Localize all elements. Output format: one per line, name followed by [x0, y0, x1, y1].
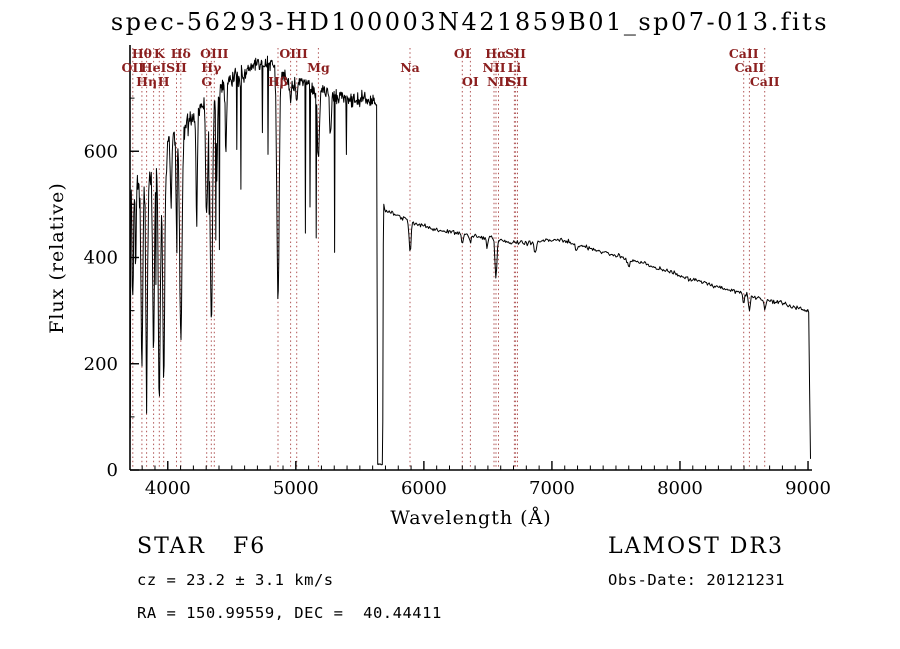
- svg-text:OIII: OIII: [279, 46, 308, 61]
- svg-text:6000: 6000: [401, 478, 447, 499]
- feature-marker-lines: [132, 48, 766, 469]
- x-axis-label: Wavelength (Å): [390, 507, 552, 529]
- svg-text:OI: OI: [462, 74, 479, 89]
- svg-text:CaII: CaII: [729, 46, 759, 61]
- svg-text:8000: 8000: [657, 478, 703, 499]
- y-axis-label: Flux (relative): [46, 182, 68, 334]
- svg-text:CaII: CaII: [750, 74, 780, 89]
- ra-dec-coordinates: RA = 150.99559, DEC = 40.44411: [137, 604, 442, 622]
- svg-text:Mg: Mg: [307, 60, 330, 75]
- svg-text:G: G: [201, 74, 212, 89]
- svg-text:Hη: Hη: [136, 74, 157, 89]
- survey-release-label: LAMOST DR3: [608, 534, 784, 559]
- svg-text:H: H: [158, 74, 170, 89]
- svg-text:5000: 5000: [273, 478, 319, 499]
- svg-text:Hγ: Hγ: [201, 60, 222, 75]
- svg-text:Hβ: Hβ: [268, 74, 288, 89]
- spectrum-trace: [129, 55, 811, 466]
- svg-text:200: 200: [84, 354, 118, 375]
- svg-text:K: K: [154, 46, 166, 61]
- svg-text:0: 0: [107, 460, 118, 481]
- axes: 4000 5000 6000 7000 8000 9000 0 200 400 600: [84, 45, 831, 499]
- svg-text:4000: 4000: [145, 478, 191, 499]
- radial-velocity-value: cz = 23.2 ± 3.1 km/s: [137, 571, 334, 589]
- svg-text:OIII: OIII: [200, 46, 229, 61]
- svg-text:NII: NII: [482, 60, 505, 75]
- svg-text:NII: NII: [487, 74, 510, 89]
- svg-text:7000: 7000: [529, 478, 575, 499]
- svg-text:HeI: HeI: [141, 60, 167, 75]
- svg-text:SII: SII: [505, 46, 526, 61]
- svg-text:400: 400: [84, 248, 118, 269]
- svg-text:9000: 9000: [785, 478, 831, 499]
- svg-text:600: 600: [84, 141, 118, 162]
- svg-text:SII: SII: [507, 74, 528, 89]
- svg-text:CaII: CaII: [735, 60, 765, 75]
- spectrum-filename-title: spec-56293-HD100003N421859B01_sp07-013.f…: [110, 8, 830, 36]
- svg-text:Na: Na: [400, 60, 420, 75]
- svg-text:Li: Li: [508, 60, 522, 75]
- svg-text:Hδ: Hδ: [171, 46, 191, 61]
- svg-text:OII: OII: [122, 60, 145, 75]
- svg-text:Hα: Hα: [485, 46, 507, 61]
- svg-text:SII: SII: [166, 60, 187, 75]
- object-classification: STAR F6: [137, 534, 267, 559]
- svg-text:OI: OI: [454, 46, 471, 61]
- observation-date: Obs-Date: 20121231: [608, 571, 785, 589]
- svg-text:Hθ: Hθ: [132, 46, 152, 61]
